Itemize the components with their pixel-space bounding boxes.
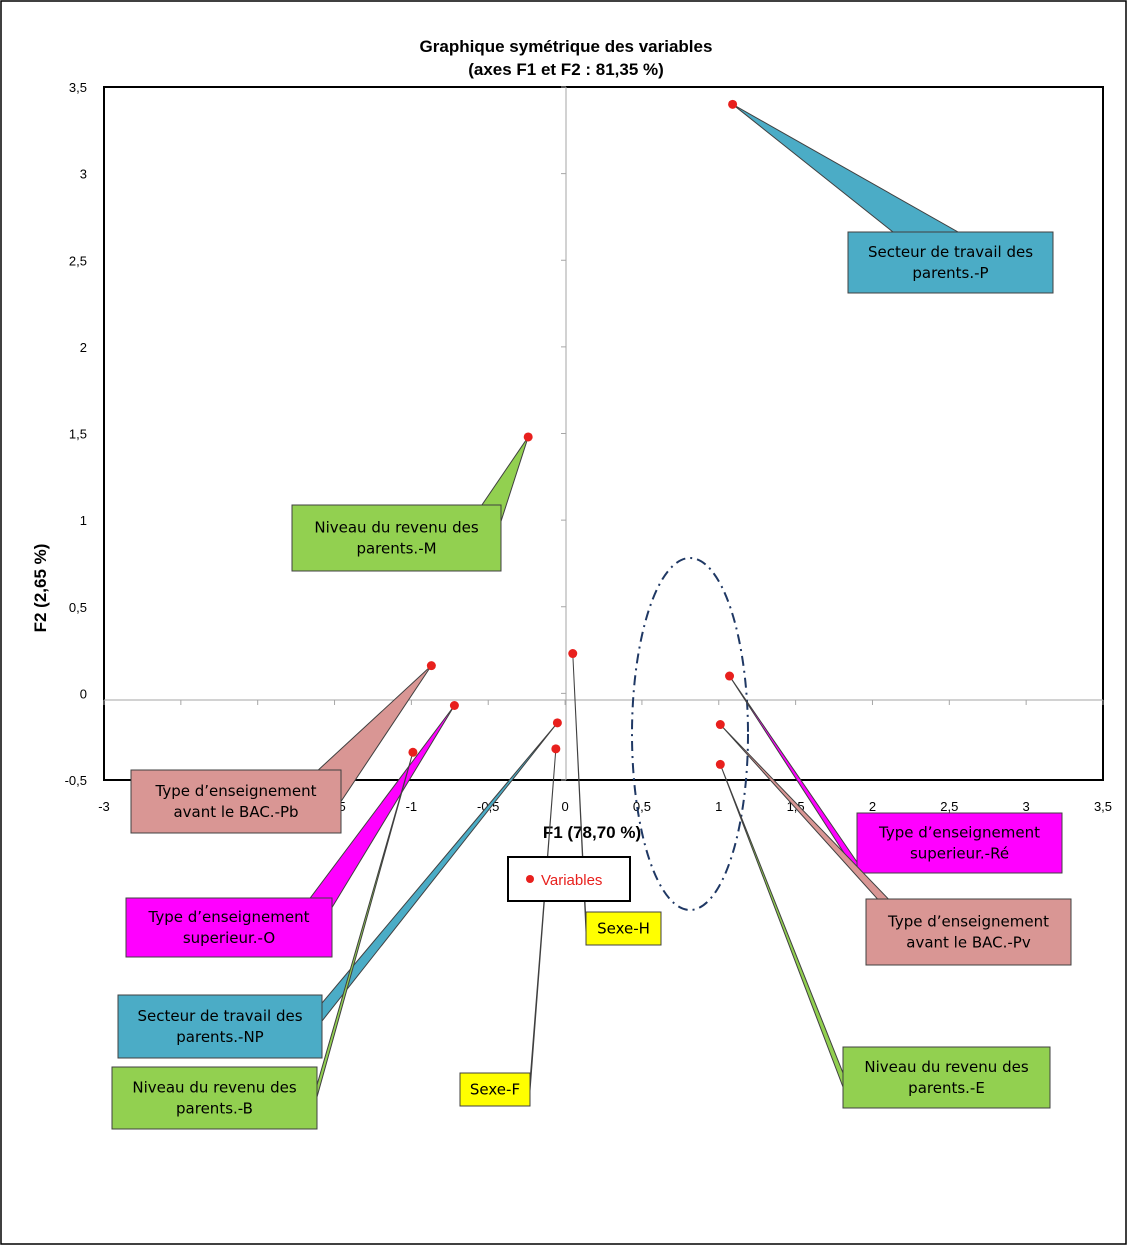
callout-box: [117, 994, 323, 1059]
data-point: [728, 99, 738, 109]
callout-box: [459, 1072, 531, 1107]
x-axis-title: F1 (78,70 %): [543, 823, 641, 842]
data-point: [715, 720, 725, 730]
y-axis-title: F2 (2,65 %): [31, 544, 50, 633]
callout-box: [585, 911, 662, 946]
callout-box: [842, 1046, 1051, 1109]
callout-labels: Secteur de travail des parents.-P Niveau d…: [111, 103, 1072, 1130]
x-tick-label: 0: [561, 799, 568, 814]
x-tick-label: 3,5: [1094, 799, 1112, 814]
data-point: [426, 661, 436, 671]
callout-label: Niveau du revenu des: [132, 1079, 296, 1097]
data-point: [568, 649, 578, 659]
y-tick-label: 0: [80, 686, 87, 701]
data-point: [523, 432, 533, 442]
chart-subtitle: (axes F1 et F2 : 81,35 %): [468, 60, 664, 79]
callout-label: Niveau du revenu des: [314, 519, 478, 537]
legend-marker: [526, 875, 534, 883]
callout-box: [130, 769, 342, 834]
callout-label: Sexe-F: [470, 1081, 520, 1099]
y-tick-label: 2: [80, 340, 87, 355]
callout-label: parents.-E: [908, 1079, 985, 1097]
x-tick-label: 2: [869, 799, 876, 814]
legend: Variables: [507, 856, 631, 902]
plot-frame: [103, 86, 1104, 781]
y-tick-label: 3,5: [69, 80, 87, 95]
callout-box: [865, 898, 1072, 966]
callout-label: superieur.-Ré: [910, 845, 1009, 863]
legend-label: Variables: [541, 872, 602, 889]
callout-label: parents.-NP: [176, 1028, 263, 1046]
callout-box: [125, 897, 333, 958]
y-tick-label: -0,5: [65, 773, 87, 788]
callout-label: avant le BAC.-Pv: [906, 934, 1031, 952]
callout-label: parents.-P: [912, 264, 988, 282]
y-tick-label: 1,5: [69, 427, 87, 442]
y-axis-ticks: -0,5 0 0,5 1 1,5 2 2,5 3 3,5: [65, 80, 566, 788]
data-point: [552, 718, 562, 728]
callout-label: Sexe-H: [597, 920, 650, 938]
callout-label: avant le BAC.-Pb: [173, 803, 298, 821]
callout-label: superieur.-O: [183, 929, 275, 947]
callout-label: Secteur de travail des: [137, 1007, 302, 1025]
data-point: [725, 671, 735, 681]
callout-label: Type d’enseignement: [155, 782, 317, 800]
data-point: [715, 759, 725, 769]
callout-box: [291, 504, 502, 572]
callout-label: parents.-M: [356, 540, 436, 558]
x-tick-label: -1: [406, 799, 418, 814]
data-point: [408, 747, 418, 757]
x-tick-label: -3: [98, 799, 110, 814]
callout-box: [111, 1066, 318, 1130]
y-tick-label: 2,5: [69, 253, 87, 268]
callout-label: parents.-B: [176, 1100, 253, 1118]
callout-box: [856, 812, 1063, 874]
highlight-ellipse: [631, 557, 749, 911]
callout-label: Niveau du revenu des: [864, 1058, 1028, 1076]
chart-title: Graphique symétrique des variables: [420, 37, 713, 56]
y-tick-label: 3: [80, 167, 87, 182]
x-tick-label: 1: [715, 799, 722, 814]
callout-label: Type d’enseignement: [887, 913, 1049, 931]
y-tick-label: 1: [80, 513, 87, 528]
callout-label: Secteur de travail des: [868, 243, 1033, 261]
x-tick-label: 2,5: [940, 799, 958, 814]
data-points: [408, 99, 738, 769]
data-point: [551, 744, 561, 754]
x-tick-label: 3: [1023, 799, 1030, 814]
callout-box: [847, 231, 1054, 294]
callout-label: Type d’enseignement: [878, 824, 1040, 842]
y-tick-label: 0,5: [69, 600, 87, 615]
data-point: [449, 701, 459, 711]
callout-label: Type d’enseignement: [148, 908, 310, 926]
